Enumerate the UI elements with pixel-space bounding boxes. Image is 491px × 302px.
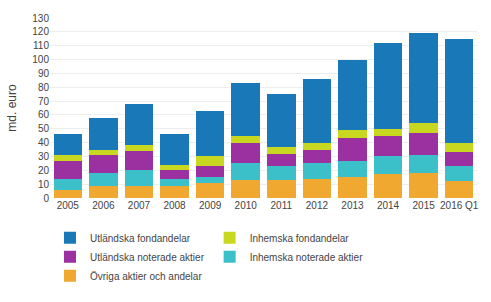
svg-text:20: 20 <box>38 165 50 176</box>
svg-text:120: 120 <box>32 26 49 37</box>
svg-text:30: 30 <box>38 151 50 162</box>
svg-text:90: 90 <box>38 68 50 79</box>
svg-text:2005: 2005 <box>57 200 80 211</box>
svg-text:2013: 2013 <box>341 200 364 211</box>
svg-text:Övriga aktier och andelar: Övriga aktier och andelar <box>90 271 202 282</box>
svg-text:2014: 2014 <box>377 200 400 211</box>
svg-text:2010: 2010 <box>235 200 258 211</box>
svg-text:2015: 2015 <box>413 200 436 211</box>
svg-text:50: 50 <box>38 123 50 134</box>
svg-text:2007: 2007 <box>128 200 151 211</box>
svg-text:md. euro: md. euro <box>5 84 19 132</box>
svg-text:Utländska noterade aktier: Utländska noterade aktier <box>90 252 205 263</box>
svg-text:2011: 2011 <box>271 200 293 211</box>
svg-text:70: 70 <box>38 96 50 107</box>
svg-text:130: 130 <box>32 13 49 24</box>
svg-text:2006: 2006 <box>92 200 115 211</box>
svg-text:100: 100 <box>32 54 49 65</box>
svg-text:Utländska fondandelar: Utländska fondandelar <box>90 233 191 244</box>
svg-text:110: 110 <box>33 40 49 51</box>
svg-text:80: 80 <box>38 82 50 93</box>
svg-text:2016 Q1: 2016 Q1 <box>440 200 479 211</box>
svg-text:2012: 2012 <box>306 200 329 211</box>
svg-text:2009: 2009 <box>199 200 222 211</box>
svg-text:40: 40 <box>38 137 50 148</box>
svg-text:0: 0 <box>43 193 49 204</box>
svg-text:Inhemska fondandelar: Inhemska fondandelar <box>250 233 350 244</box>
svg-text:10: 10 <box>38 179 50 190</box>
svg-text:60: 60 <box>38 109 50 120</box>
svg-text:2008: 2008 <box>163 200 186 211</box>
svg-text:Inhemska noterade aktier: Inhemska noterade aktier <box>250 252 364 263</box>
